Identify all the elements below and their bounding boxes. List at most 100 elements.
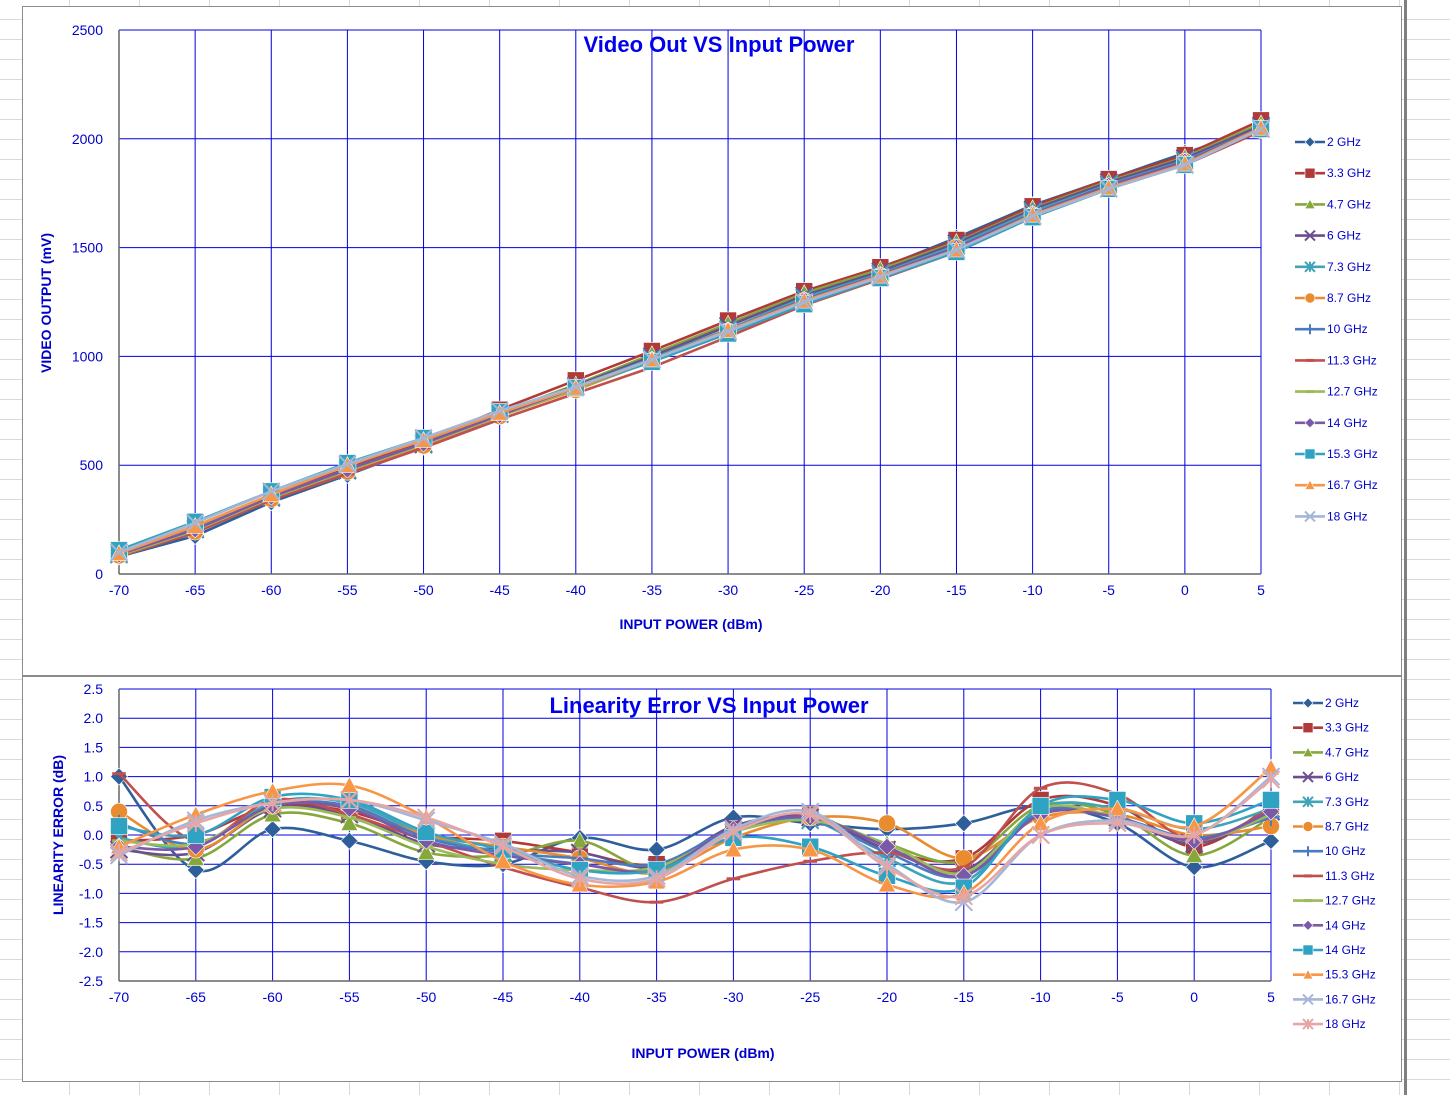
legend-label-1: 3.3 GHz xyxy=(1325,721,1369,735)
legend-marker-1 xyxy=(1302,722,1314,734)
data-point-0-3 xyxy=(340,831,359,850)
data-point-12-0 xyxy=(109,543,129,562)
y-tick-label-5: 2500 xyxy=(72,22,103,38)
data-point-2-4 xyxy=(417,843,436,861)
legend-label-9: 14 GHz xyxy=(1327,416,1368,430)
data-point-13-1 xyxy=(186,814,206,833)
data-point-7-0 xyxy=(112,772,126,776)
data-point-12-10 xyxy=(871,267,890,287)
y-tick-label-5: 0.0 xyxy=(84,827,104,843)
legend-marker-3 xyxy=(1304,229,1316,242)
legend-marker-8 xyxy=(1304,899,1312,903)
legend-marker-6 xyxy=(1305,324,1315,335)
data-point-0-2 xyxy=(263,820,282,839)
data-point-12-12 xyxy=(1023,206,1042,226)
y-tick-label-8: 1.5 xyxy=(84,739,104,755)
data-point-5-10 xyxy=(878,814,896,833)
data-point-13-2 xyxy=(263,793,282,813)
legend-label-7: 11.3 GHz xyxy=(1325,869,1375,883)
x-tick-label-7: -35 xyxy=(642,582,662,598)
data-point-9-10 xyxy=(878,837,896,856)
x-tick-label-1: -65 xyxy=(185,582,205,598)
legend-label-5: 8.7 GHz xyxy=(1327,291,1371,305)
x-tick-label-3: -55 xyxy=(337,582,357,598)
legend-marker-1 xyxy=(1304,167,1316,179)
legend-marker-5 xyxy=(1304,292,1316,304)
y-tick-label-3: -1.0 xyxy=(79,885,103,901)
chart-linearity-error-svg: -70 -65 -60 -55 -50 -45 -40 -35 -30 -25 -20 -15 -10-… xyxy=(50,681,1376,1061)
data-point-12-11 xyxy=(947,240,966,259)
y-tick-label-2: -1.5 xyxy=(79,915,103,931)
data-point-12-7 xyxy=(642,350,662,369)
series-13 xyxy=(109,770,1281,906)
legend-label-10: 15.3 GHz xyxy=(1327,447,1378,461)
legend-label-2: 4.7 GHz xyxy=(1327,197,1371,211)
legend-label-8: 12.7 GHz xyxy=(1325,894,1376,908)
data-point-11-8 xyxy=(724,840,743,858)
legend-marker-5 xyxy=(1302,821,1314,832)
data-point-13-11 xyxy=(954,887,974,906)
legend-marker-11 xyxy=(1302,969,1314,980)
x-tick-label-9: -25 xyxy=(794,582,814,598)
data-point-2-14 xyxy=(1185,846,1204,863)
data-point-13-4 xyxy=(416,808,436,827)
legend-label-11: 16.7 GHz xyxy=(1327,478,1378,492)
x-tick-label-11: -15 xyxy=(954,989,974,1005)
y-tick-label-9: 2.0 xyxy=(84,710,104,726)
legend-label-1: 3.3 GHz xyxy=(1327,166,1371,180)
x-tick-label-0: -70 xyxy=(109,989,129,1005)
data-point-7-9 xyxy=(803,859,817,863)
data-point-12-5 xyxy=(490,401,509,421)
data-point-13-14 xyxy=(1184,825,1204,845)
x-tick-label-14: 0 xyxy=(1190,989,1198,1005)
legend-marker-7 xyxy=(1304,874,1312,878)
legend-marker-11 xyxy=(1304,479,1316,490)
x-tick-label-15: 5 xyxy=(1267,989,1275,1005)
legend-marker-6 xyxy=(1303,846,1313,857)
series-line-4 xyxy=(118,796,1272,885)
data-point-11-10 xyxy=(877,875,897,893)
legend-label-12: 16.7 GHz xyxy=(1325,992,1376,1006)
x-tick-label-1: -65 xyxy=(186,989,206,1005)
data-point-10-12 xyxy=(1031,797,1050,815)
data-point-11-9 xyxy=(801,840,820,858)
x-tick-label-3: -55 xyxy=(339,989,359,1005)
legend-marker-2 xyxy=(1302,746,1314,757)
x-tick-label-12: -10 xyxy=(1022,582,1042,598)
series-12 xyxy=(109,119,1271,562)
series-line-7 xyxy=(118,772,1272,904)
x-tick-label-12: -10 xyxy=(1030,989,1050,1005)
x-tick-label-9: -25 xyxy=(800,989,820,1005)
legend-marker-10 xyxy=(1302,944,1314,956)
x-axis-title: INPUT POWER (dBm) xyxy=(631,1045,774,1061)
data-point-12-9 xyxy=(794,292,814,312)
data-point-13-12 xyxy=(1031,825,1050,845)
x-tick-label-11: -15 xyxy=(946,582,966,598)
x-tick-label-13: -5 xyxy=(1111,989,1124,1005)
legend-label-5: 8.7 GHz xyxy=(1325,820,1369,834)
legend-marker-7 xyxy=(1306,358,1314,362)
series-line-11 xyxy=(118,766,1272,899)
x-tick-label-0: -70 xyxy=(109,582,129,598)
data-point-13-9 xyxy=(800,805,820,824)
y-axis-title: VIDEO OUTPUT (mV) xyxy=(38,233,54,373)
chart-video-out[interactable]: -70 -65 -60 -55 -50 -45 -40 -35 -30 -25 -20 -15 -10-… xyxy=(22,6,1402,676)
legend-label-2: 4.7 GHz xyxy=(1325,745,1369,759)
data-point-12-13 xyxy=(1099,179,1118,199)
legend-label-0: 2 GHz xyxy=(1325,696,1359,710)
legend-marker-8 xyxy=(1306,390,1314,394)
data-point-12-15 xyxy=(1251,119,1271,139)
data-point-7-12 xyxy=(1033,786,1048,790)
chart-linearity-error[interactable]: -70 -65 -60 -55 -50 -45 -40 -35 -30 -25 -20 -15 -10-… xyxy=(22,676,1402,1082)
data-point-10-15 xyxy=(1262,791,1280,809)
series-11 xyxy=(109,758,1281,901)
data-point-7-7 xyxy=(649,900,664,904)
y-tick-label-3: 1500 xyxy=(72,240,103,256)
x-tick-label-5: -45 xyxy=(493,989,513,1005)
data-point-11-5 xyxy=(493,852,513,869)
y-tick-label-4: -0.5 xyxy=(79,856,103,872)
y-tick-label-4: 2000 xyxy=(72,131,103,147)
data-point-13-15 xyxy=(1261,770,1281,789)
data-point-13-13 xyxy=(1108,814,1127,833)
y-tick-label-1: 500 xyxy=(80,457,104,473)
